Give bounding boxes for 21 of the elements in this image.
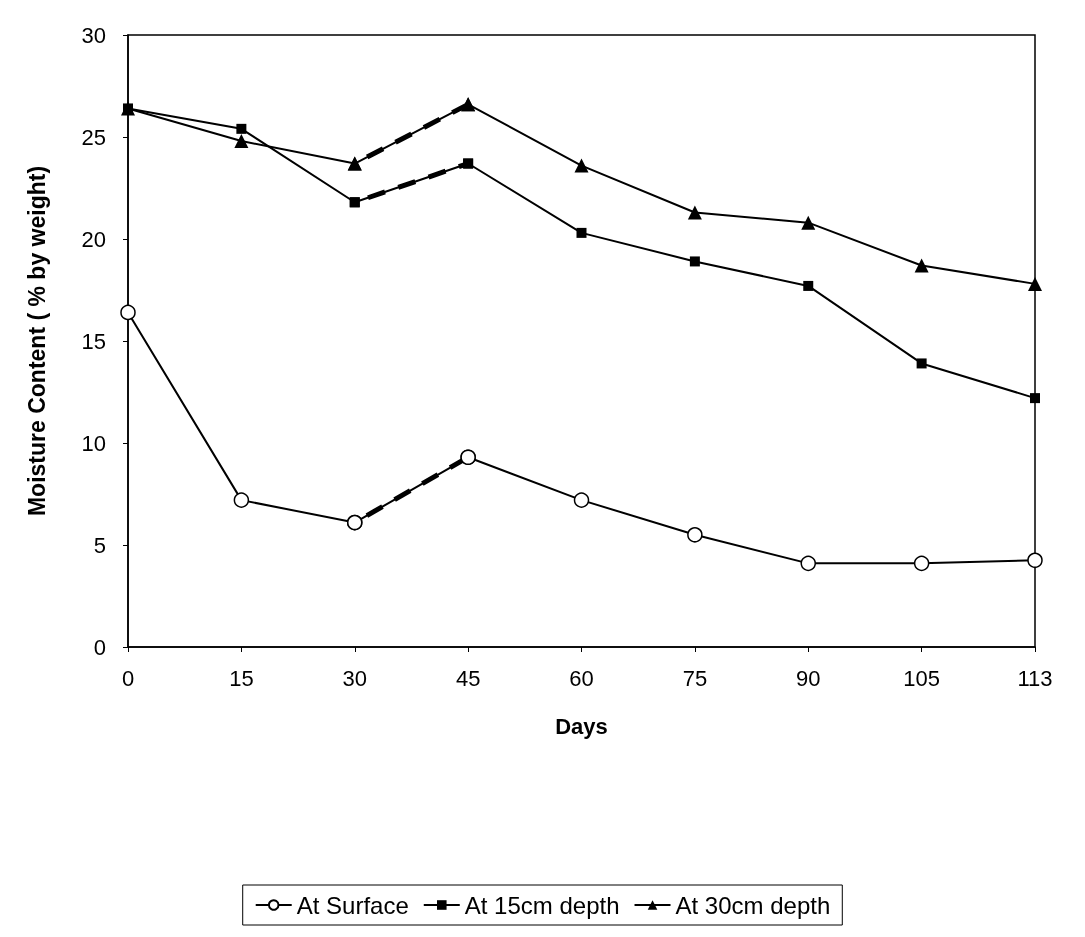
x-tick-label: 30 (342, 665, 367, 691)
x-tick-label: 113 (1017, 665, 1053, 691)
y-tick-label: 10 (81, 430, 106, 456)
y-tick-label: 5 (93, 532, 106, 558)
legend-label: At 15cm depth (464, 891, 620, 919)
y-tick-label: 20 (81, 226, 106, 252)
x-tick-label: 90 (796, 665, 821, 691)
legend-label: At 30cm depth (675, 891, 831, 919)
y-axis-title: Moisture Content ( % by weight) (23, 165, 50, 517)
x-tick-label: 0 (121, 665, 135, 691)
y-tick-label: 25 (81, 124, 106, 150)
legend-label: At Surface (296, 891, 409, 919)
x-tick-label: 15 (229, 665, 254, 691)
y-tick-label: 0 (93, 634, 106, 660)
x-tick-label: 105 (903, 665, 940, 691)
y-tick-label: 30 (81, 22, 106, 48)
x-tick-label: 75 (682, 665, 708, 691)
x-tick-label: 45 (455, 665, 481, 691)
x-axis-title: Days (555, 713, 608, 739)
y-tick-label: 15 (81, 328, 106, 354)
x-tick-label: 60 (569, 665, 594, 691)
